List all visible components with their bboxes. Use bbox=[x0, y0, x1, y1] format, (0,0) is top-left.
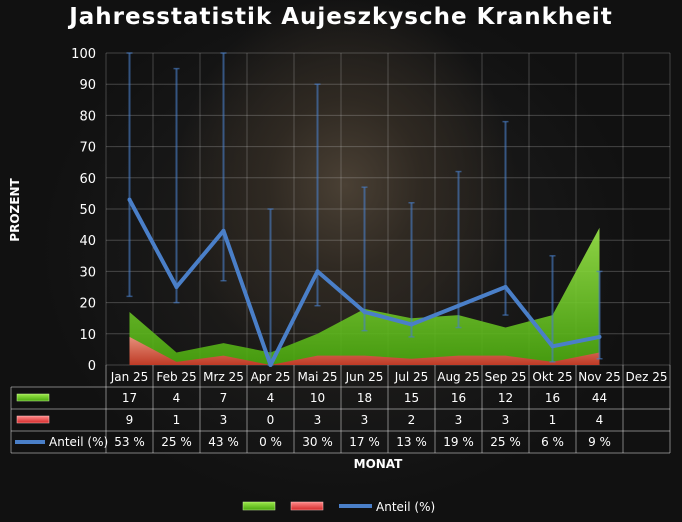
x-tick-label: Jul 25 bbox=[394, 370, 429, 384]
table-cell-green: 16 bbox=[451, 391, 466, 405]
x-tick-label: Dez 25 bbox=[625, 370, 667, 384]
line-point bbox=[503, 285, 508, 289]
table-cell-anteil: 19 % bbox=[443, 435, 474, 449]
line-point bbox=[597, 334, 602, 339]
x-axis-label: MONAT bbox=[354, 457, 404, 471]
line-point bbox=[456, 303, 461, 308]
y-tick-label: 60 bbox=[79, 172, 96, 187]
table-cell-anteil: 13 % bbox=[396, 435, 427, 449]
table-cell-anteil: 9 % bbox=[588, 435, 611, 449]
table-cell-anteil: 6 % bbox=[541, 435, 564, 449]
line-point bbox=[127, 197, 132, 202]
x-tick-label: Apr 25 bbox=[251, 370, 291, 384]
table-cell-green: 12 bbox=[498, 391, 513, 405]
area-series-red bbox=[129, 336, 600, 365]
x-tick-label: Mai 25 bbox=[297, 370, 337, 384]
table-cell-green: 17 bbox=[122, 391, 137, 405]
chart-title: Jahresstatistik Aujeszkysche Krankheit bbox=[69, 4, 613, 30]
x-tick-label: Sep 25 bbox=[485, 370, 527, 384]
line-point bbox=[362, 309, 367, 314]
table-cell-red: 9 bbox=[126, 413, 134, 427]
y-tick-label: 50 bbox=[79, 203, 96, 218]
y-tick-label: 100 bbox=[71, 47, 96, 62]
table-cell-green: 44 bbox=[592, 391, 607, 405]
line-point bbox=[174, 285, 179, 289]
table-row-label-anteil: Anteil (%) bbox=[49, 435, 108, 449]
table-cell-red: 3 bbox=[502, 413, 510, 427]
table-cell-green: 4 bbox=[173, 391, 181, 405]
y-tick-label: 90 bbox=[79, 78, 96, 93]
table-cell-green: 10 bbox=[310, 391, 325, 405]
x-tick-label: Aug 25 bbox=[437, 370, 480, 384]
legend-key-red bbox=[290, 501, 324, 511]
table-cell-anteil: 43 % bbox=[208, 435, 239, 449]
table-cell-green: 18 bbox=[357, 391, 372, 405]
table-cell-green: 15 bbox=[404, 391, 419, 405]
table-cell-anteil: 53 % bbox=[114, 435, 145, 449]
y-tick-label: 0 bbox=[88, 359, 96, 374]
x-tick-label: Mrz 25 bbox=[203, 370, 244, 384]
legend-key-green bbox=[242, 501, 276, 511]
y-tick-label: 80 bbox=[79, 109, 96, 124]
table-cell-anteil: 30 % bbox=[302, 435, 333, 449]
table-cell-red: 0 bbox=[267, 413, 275, 427]
y-tick-label: 30 bbox=[79, 265, 96, 280]
y-tick-label: 40 bbox=[79, 234, 96, 249]
table-cell-green: 4 bbox=[267, 391, 275, 405]
x-tick-label: Feb 25 bbox=[156, 370, 196, 384]
table-cell-anteil: 0 % bbox=[259, 435, 282, 449]
y-tick-label: 20 bbox=[79, 297, 96, 312]
legend-label-anteil: Anteil (%) bbox=[376, 500, 435, 514]
table-cell-red: 3 bbox=[220, 413, 228, 427]
table-cell-green: 16 bbox=[545, 391, 560, 405]
y-tick-label: 70 bbox=[79, 141, 96, 156]
x-tick-label: Jun 25 bbox=[345, 370, 384, 384]
y-axis-label: PROZENT bbox=[8, 178, 22, 242]
table-cell-green: 7 bbox=[220, 391, 228, 405]
table-key-red bbox=[16, 415, 50, 424]
x-tick-label: Nov 25 bbox=[578, 370, 621, 384]
table-cell-red: 3 bbox=[314, 413, 322, 427]
x-tick-label: Okt 25 bbox=[532, 370, 572, 384]
table-cell-red: 2 bbox=[408, 413, 416, 427]
table-cell-red: 1 bbox=[173, 413, 181, 427]
line-point bbox=[315, 269, 320, 274]
table-cell-red: 3 bbox=[361, 413, 369, 427]
line-point bbox=[409, 322, 414, 327]
x-tick-label: Jan 25 bbox=[110, 370, 149, 384]
line-point bbox=[268, 363, 273, 367]
table-key-green bbox=[16, 393, 50, 402]
table-cell-anteil: 25 % bbox=[490, 435, 521, 449]
y-tick-label: 10 bbox=[79, 328, 96, 343]
line-point bbox=[550, 344, 555, 349]
line-point bbox=[221, 228, 226, 233]
table-cell-anteil: 25 % bbox=[161, 435, 192, 449]
area-series-green bbox=[129, 227, 600, 365]
table-cell-anteil: 17 % bbox=[349, 435, 380, 449]
table-cell-red: 3 bbox=[455, 413, 463, 427]
table-cell-red: 1 bbox=[549, 413, 557, 427]
table-cell-red: 4 bbox=[596, 413, 604, 427]
